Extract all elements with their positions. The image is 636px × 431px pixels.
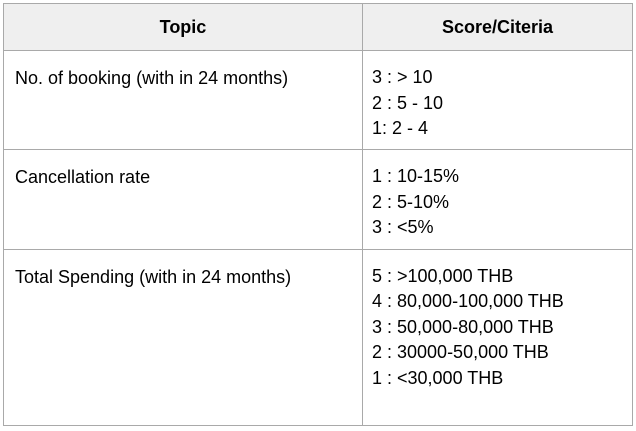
- score-line: 2 : 30000-50,000 THB: [372, 342, 549, 363]
- score-line: 2 : 5-10%: [372, 191, 450, 212]
- score-line: 3 : 50,000-80,000 THB: [372, 316, 554, 337]
- topic-text: Total Spending (with in 24 months): [15, 266, 292, 287]
- topic-cell: No. of booking (with in 24 months): [3, 50, 363, 151]
- topic-cell: Cancellation rate: [3, 149, 363, 250]
- score-line: 4 : 80,000-100,000 THB: [372, 291, 564, 312]
- score-cell: 5 : >100,000 THB 4 : 80,000-100,000 THB …: [362, 248, 633, 427]
- score-cell: 3 : > 10 2 : 5 - 10 1: 2 - 4: [362, 50, 633, 151]
- score-line: 2 : 5 - 10: [372, 92, 444, 113]
- criteria-table: Topic Score/Citeria No. of booking (with…: [3, 2, 633, 427]
- table-row: Total Spending (with in 24 months) 5 : >…: [3, 248, 633, 427]
- score-line: 3 : > 10: [372, 67, 433, 88]
- score-line: 3 : <5%: [372, 217, 434, 238]
- header-topic: Topic: [3, 2, 363, 52]
- table-row: Cancellation rate 1 : 10-15% 2 : 5-10% 3…: [3, 149, 633, 250]
- header-score-criteria: Score/Citeria: [362, 2, 633, 52]
- score-line: 1 : <30,000 THB: [372, 367, 504, 388]
- score-line: 5 : >100,000 THB: [372, 265, 514, 286]
- topic-text: No. of booking (with in 24 months): [15, 68, 289, 89]
- score-line: 1 : 10-15%: [372, 166, 460, 187]
- score-cell: 1 : 10-15% 2 : 5-10% 3 : <5%: [362, 149, 633, 250]
- topic-text: Cancellation rate: [15, 167, 151, 188]
- table-header-row: Topic Score/Citeria: [3, 2, 633, 52]
- topic-cell: Total Spending (with in 24 months): [3, 248, 363, 427]
- table-row: No. of booking (with in 24 months) 3 : >…: [3, 50, 633, 151]
- score-line: 1: 2 - 4: [372, 118, 429, 139]
